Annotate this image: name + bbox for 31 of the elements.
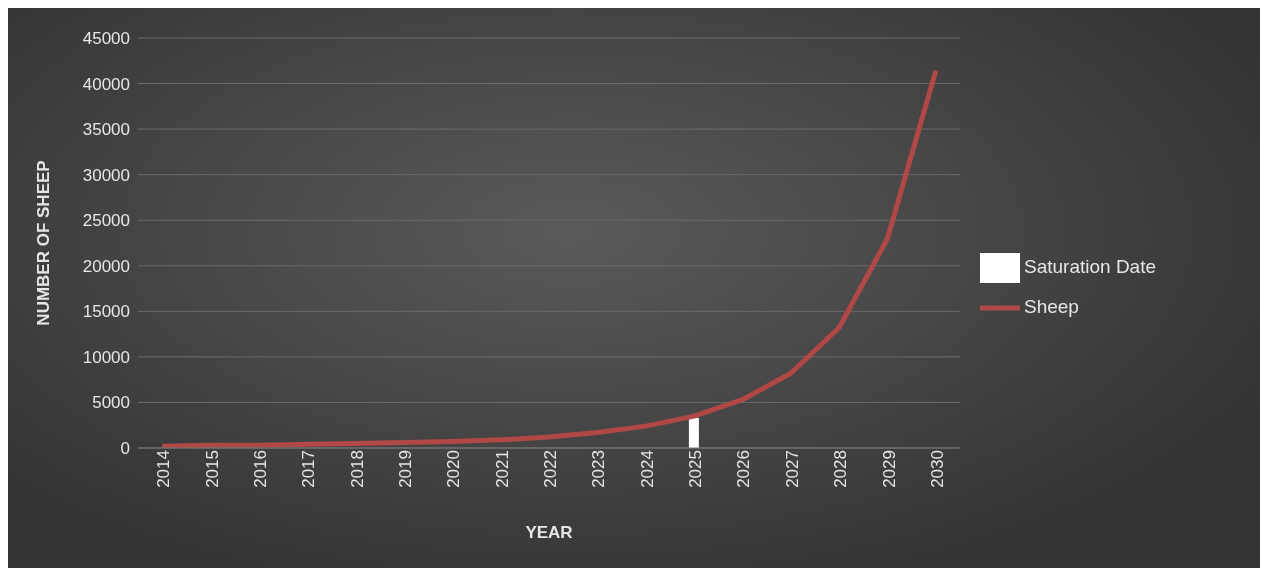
x-tick-label: 2027 <box>782 450 802 488</box>
y-tick-label: 0 <box>120 439 130 459</box>
x-tick-label: 2018 <box>347 450 367 488</box>
x-axis-title: YEAR <box>525 523 573 542</box>
y-tick-label: 15000 <box>82 302 130 322</box>
x-tick-label: 2026 <box>734 450 754 488</box>
x-tick-label: 2028 <box>831 450 851 488</box>
y-tick-label: 30000 <box>82 165 130 185</box>
x-tick-label: 2015 <box>202 450 222 488</box>
x-tick-label: 2025 <box>686 450 706 488</box>
y-tick-label: 45000 <box>82 29 130 49</box>
x-tick-label: 2023 <box>589 450 609 488</box>
y-tick-label: 25000 <box>82 211 130 231</box>
x-tick-label: 2021 <box>492 450 512 488</box>
x-tick-label: 2024 <box>637 450 657 488</box>
x-tick-label: 2029 <box>879 450 899 488</box>
x-tick-label: 2020 <box>444 450 464 488</box>
y-axis-title: NUMBER OF SHEEP <box>34 160 54 326</box>
x-tick-label: 2022 <box>541 450 561 488</box>
y-tick-label: 20000 <box>82 256 130 276</box>
y-tick-label: 5000 <box>92 393 130 413</box>
x-tick-label: 2016 <box>250 450 270 488</box>
y-tick-label: 40000 <box>82 74 130 94</box>
legend-label: Saturation Date <box>1024 256 1157 278</box>
x-tick-label: 2017 <box>299 450 319 488</box>
x-tick-label: 2014 <box>154 450 174 488</box>
x-tick-label: 2030 <box>927 450 947 488</box>
y-tick-label: 10000 <box>82 347 130 367</box>
x-tick-label: 2019 <box>396 450 416 488</box>
y-tick-label: 35000 <box>82 120 130 140</box>
legend-label: Sheep <box>1024 296 1079 318</box>
